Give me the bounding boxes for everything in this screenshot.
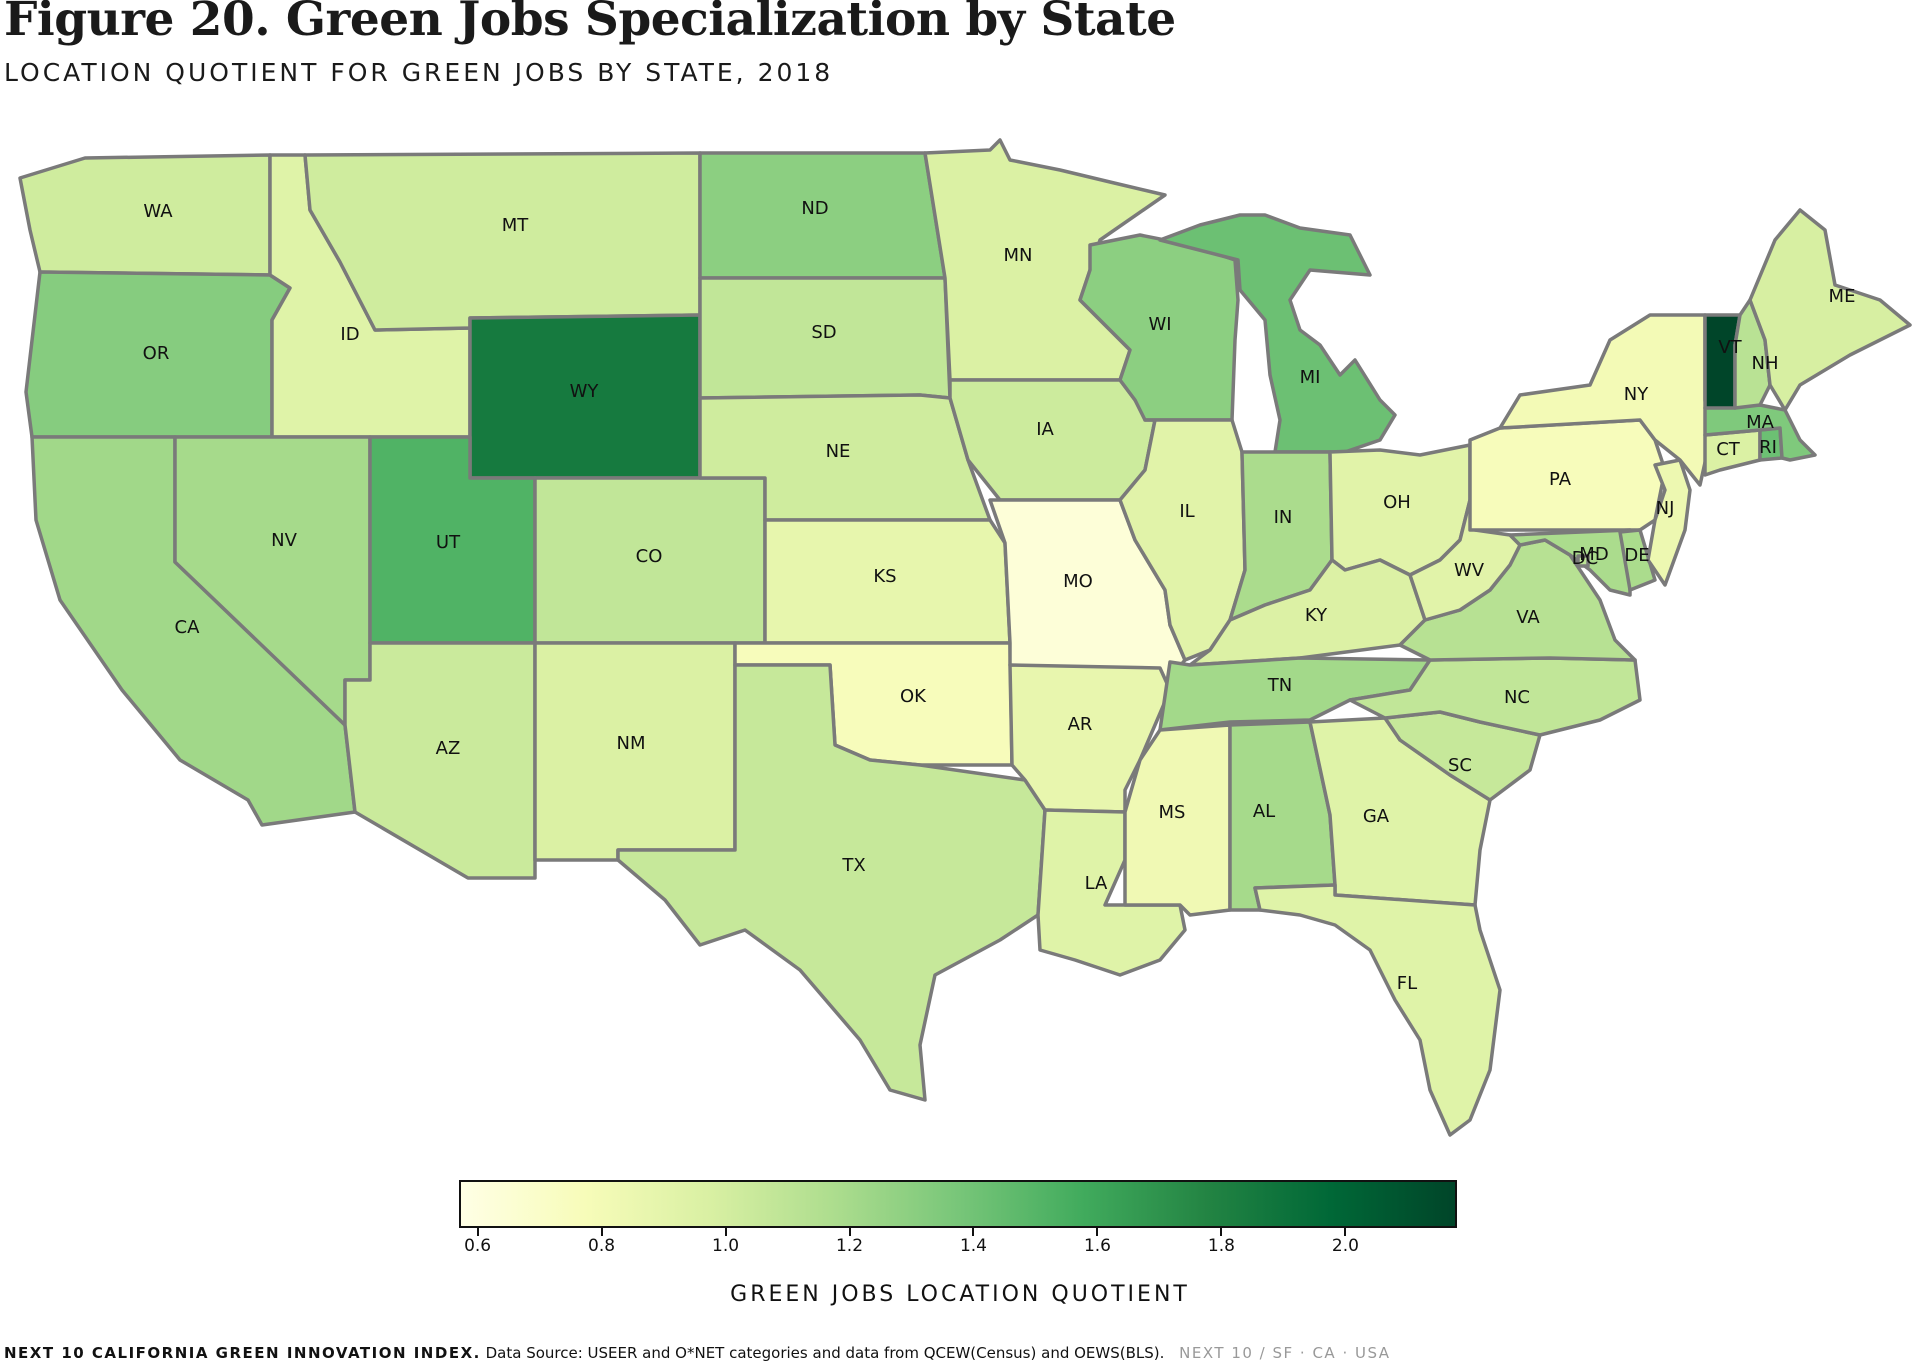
state-label-nv: NV	[271, 530, 297, 551]
state-label-pa: PA	[1549, 469, 1572, 490]
colorbar-tick-label: 1.6	[1083, 1236, 1111, 1256]
state-ma[interactable]	[1703, 403, 1817, 462]
colorbar-tick-mark	[1220, 1228, 1223, 1236]
state-label-fl: FL	[1397, 973, 1417, 994]
state-label-ut: UT	[436, 532, 461, 553]
colorbar-tick-mark	[724, 1228, 727, 1236]
state-fl[interactable]	[1253, 883, 1502, 1137]
footer-brand: NEXT 10 / SF · CA · USA	[1179, 1344, 1391, 1362]
colorbar-tick-label: 1.0	[712, 1236, 740, 1256]
state-label-az: AZ	[436, 738, 461, 759]
state-az[interactable]	[343, 641, 537, 880]
state-label-ma: MA	[1746, 412, 1775, 433]
state-mt[interactable]	[303, 151, 702, 332]
state-nc[interactable]	[1348, 656, 1642, 737]
state-label-mt: MT	[502, 215, 530, 236]
colorbar-tick-label: 2.0	[1331, 1236, 1359, 1256]
colorbar-tick-label: 0.6	[464, 1236, 492, 1256]
footer-source-text: Data Source: USEER and O*NET categories …	[485, 1344, 1165, 1362]
state-label-ga: GA	[1363, 806, 1390, 827]
state-me[interactable]	[1748, 208, 1912, 412]
state-label-ky: KY	[1305, 605, 1328, 626]
colorbar-tick-mark	[1096, 1228, 1099, 1236]
state-label-tx: TX	[841, 855, 865, 876]
state-label-de: DE	[1624, 545, 1649, 566]
state-label-sd: SD	[811, 322, 836, 343]
figure-title: Figure 20. Green Jobs Specialization by …	[4, 0, 1176, 47]
us-state-map: WA OR CA ID NV MT WY UT AZ CO NM ND SD N…	[18, 138, 1912, 1137]
state-label-or: OR	[143, 343, 170, 364]
colorbar-tick-label: 1.8	[1207, 1236, 1235, 1256]
state-label-ri: RI	[1759, 437, 1777, 458]
state-tx[interactable]	[616, 663, 1047, 1102]
colorbar-title: GREEN JOBS LOCATION QUOTIENT	[730, 1282, 1190, 1307]
state-label-va: VA	[1516, 607, 1540, 628]
state-label-ne: NE	[826, 441, 851, 462]
state-ar[interactable]	[1008, 663, 1172, 814]
state-label-dc: DC	[1572, 548, 1598, 569]
colorbar-tick-label: 1.4	[959, 1236, 987, 1256]
state-label-ar: AR	[1068, 714, 1093, 735]
state-label-ct: CT	[1716, 439, 1741, 460]
state-label-nd: ND	[801, 198, 828, 219]
state-label-ny: NY	[1624, 384, 1649, 405]
footer-source: NEXT 10 CALIFORNIA GREEN INNOVATION INDE…	[4, 1344, 1391, 1362]
state-dc[interactable]	[1576, 554, 1590, 568]
state-label-ks: KS	[873, 566, 896, 587]
colorbar-tick-mark	[600, 1228, 603, 1236]
state-label-ok: OK	[900, 686, 927, 707]
state-ia[interactable]	[948, 378, 1157, 502]
state-label-sc: SC	[1448, 755, 1472, 776]
state-label-al: AL	[1253, 801, 1275, 822]
state-nj[interactable]	[1646, 458, 1692, 587]
state-label-vt: VT	[1718, 337, 1742, 358]
figure-subtitle: LOCATION QUOTIENT FOR GREEN JOBS BY STAT…	[4, 58, 834, 87]
state-label-tn: TN	[1267, 675, 1292, 696]
state-label-wa: WA	[143, 201, 173, 222]
state-label-nm: NM	[617, 733, 646, 754]
state-label-mo: MO	[1063, 571, 1093, 592]
colorbar-tick-mark	[972, 1228, 975, 1236]
state-label-mi: MI	[1300, 367, 1321, 388]
state-label-md: MD	[1579, 544, 1608, 565]
state-label-wy: WY	[570, 381, 600, 402]
state-label-il: IL	[1179, 501, 1194, 522]
colorbar-tick-mark	[476, 1228, 479, 1236]
state-label-id: ID	[340, 324, 359, 345]
state-label-wv: WV	[1454, 560, 1485, 581]
state-label-in: IN	[1274, 507, 1293, 528]
state-label-nj: NJ	[1656, 498, 1675, 519]
colorbar-tick-mark	[848, 1228, 851, 1236]
state-label-wi: WI	[1148, 314, 1171, 335]
footer-source-label: NEXT 10 CALIFORNIA GREEN INNOVATION INDE…	[4, 1344, 481, 1362]
state-label-mn: MN	[1004, 245, 1033, 266]
colorbar-tick-mark	[1344, 1228, 1347, 1236]
colorbar-tick-label: 1.2	[835, 1236, 864, 1256]
colorbar-tick-label: 0.8	[588, 1236, 616, 1256]
state-label-nh: NH	[1752, 353, 1779, 374]
state-label-ca: CA	[175, 617, 201, 638]
state-label-me: ME	[1829, 286, 1856, 307]
state-label-oh: OH	[1383, 492, 1411, 513]
state-label-co: CO	[636, 546, 663, 567]
state-label-ia: IA	[1036, 419, 1054, 440]
state-de[interactable]	[1618, 528, 1657, 592]
colorbar-gradient	[459, 1180, 1457, 1228]
state-label-la: LA	[1085, 873, 1108, 894]
state-label-ms: MS	[1159, 802, 1186, 823]
state-mi[interactable]	[1158, 213, 1397, 454]
state-label-nc: NC	[1504, 687, 1530, 708]
